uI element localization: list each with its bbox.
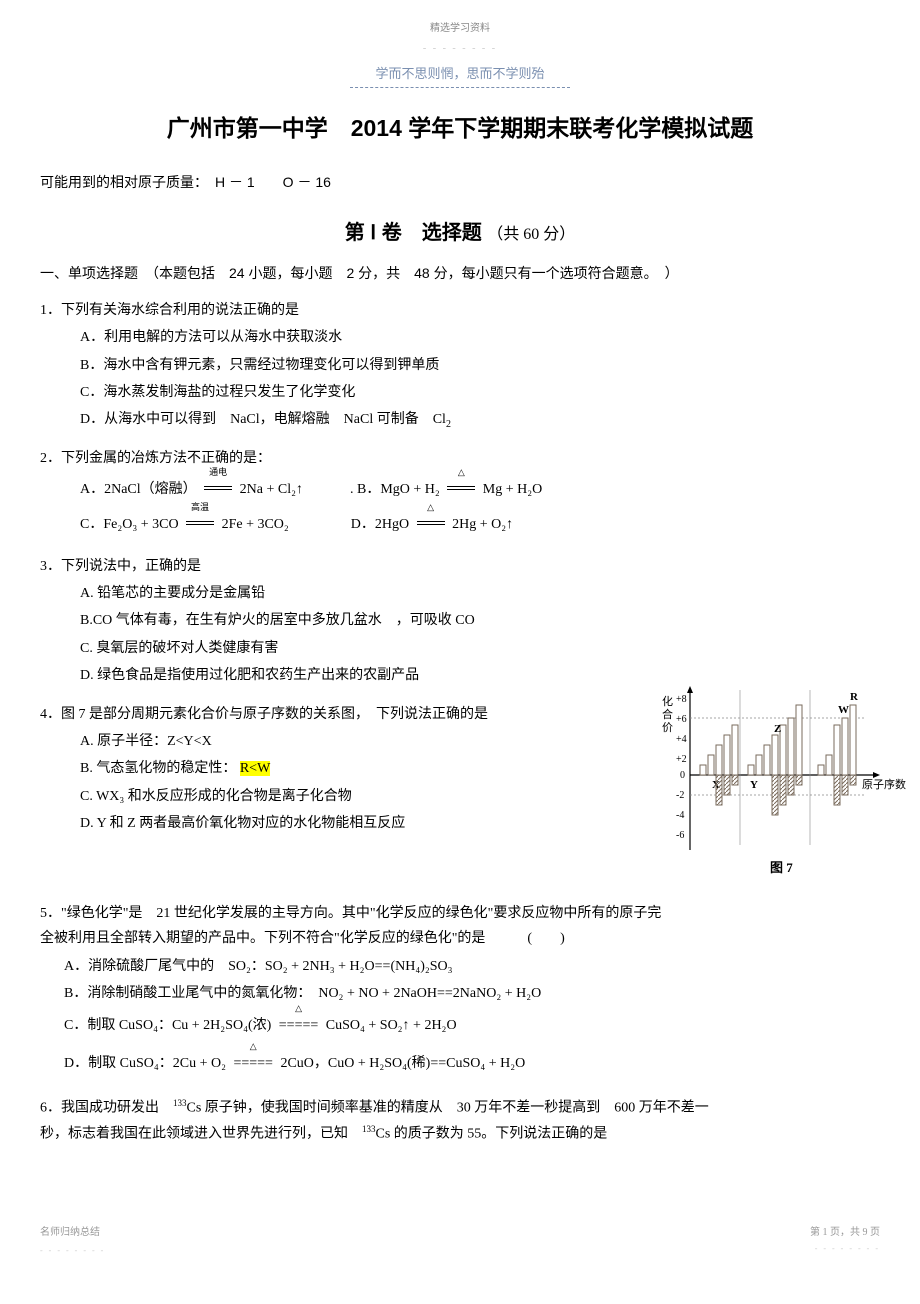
svg-text:+4: +4 xyxy=(676,734,687,745)
motto: 学而不思则惘，思而不学则殆 xyxy=(350,62,570,88)
svg-text:+6: +6 xyxy=(676,714,687,725)
section-1-title: 第 Ⅰ 卷 选择题 （共 60 分） xyxy=(40,215,880,251)
top-dots: - - - - - - - - xyxy=(40,40,880,58)
q5-stem1: 5．"绿色化学"是 21 世纪化学发展的主导方向。其中"化学反应的绿色化"要求反… xyxy=(40,901,880,926)
q3-opt-a: A. 铅笔芯的主要成分是金属铅 xyxy=(80,581,880,606)
question-1: 1．下列有关海水综合利用的说法正确的是 A．利用电解的方法可以从海水中获取淡水 … xyxy=(40,298,880,434)
section-1-main: 第 Ⅰ 卷 选择题 xyxy=(345,222,482,244)
exam-title: 广州市第一中学 2014 学年下学期期末联考化学模拟试题 xyxy=(40,108,880,149)
q3-opt-b: B.CO 气体有毒，在生有炉火的居室中多放几盆水 ，可吸收 CO xyxy=(80,608,880,633)
svg-text:Z: Z xyxy=(774,723,781,735)
q1-opt-a: A．利用电解的方法可以从海水中获取淡水 xyxy=(80,325,880,350)
svg-text:原子序数: 原子序数 xyxy=(862,777,906,791)
q5-opt-b: B．消除制硝酸工业尾气中的氮氧化物： NO₂ + NO + 2NaOH==2Na… xyxy=(64,981,880,1006)
q5-opt-c: C．制取 CuSO₄：Cu + 2H₂SO₄(浓) △===== CuSO₄ +… xyxy=(64,1008,880,1044)
q3-opt-c: C. 臭氧层的破坏对人类健康有害 xyxy=(80,636,880,661)
question-5: 5．"绿色化学"是 21 世纪化学发展的主导方向。其中"化学反应的绿色化"要求反… xyxy=(40,901,880,1083)
svg-text:Y: Y xyxy=(750,779,758,791)
svg-text:价: 价 xyxy=(662,721,673,734)
figure-7: 化 合 价 +8 +6 +4 +2 0 -2 -4 -6 xyxy=(650,680,910,889)
top-label: 精选学习资料 xyxy=(40,20,880,38)
chart-caption: 图 7 xyxy=(770,860,793,875)
q4-highlight: R<W xyxy=(240,761,270,776)
section-1-sub: （共 60 分） xyxy=(487,226,575,243)
q1-opt-d: D．从海水中可以得到 NaCl，电解熔融 NaCl 可制备 Cl2 xyxy=(80,407,880,434)
svg-text:+8: +8 xyxy=(676,694,687,705)
svg-text:W: W xyxy=(838,704,849,716)
question-2: 2．下列金属的冶炼方法不正确的是： A．2NaCl（熔融） 通电 2Na + C… xyxy=(40,446,880,542)
svg-text:0: 0 xyxy=(680,770,685,781)
part1-heading: 一、单项选择题 （本题包括 24 小题，每小题 2 分，共 48 分，每小题只有… xyxy=(40,261,880,286)
svg-text:-4: -4 xyxy=(676,810,684,821)
svg-text:-6: -6 xyxy=(676,830,684,841)
svg-text:+2: +2 xyxy=(676,754,687,765)
svg-text:合: 合 xyxy=(662,707,673,721)
chart-ylabel: 化 xyxy=(662,694,673,708)
footer-left: 名师归纳总结 xyxy=(40,1227,100,1238)
q3-stem: 3．下列说法中，正确的是 xyxy=(40,554,880,579)
atomic-mass-line: 可能用到的相对原子质量： H － 1 O － 16 xyxy=(40,170,880,195)
q2-row2: C．Fe₂O₃ + 3CO 高温 2Fe + 3CO₂ D．2HgO △ 2Hg… xyxy=(80,508,880,542)
q1-opt-b: B．海水中含有钾元素，只需经过物理变化可以得到钾单质 xyxy=(80,353,880,378)
q5-opt-d: D．制取 CuSO₄：2Cu + O₂ △===== 2CuO，CuO + H₂… xyxy=(64,1046,880,1082)
footer-right: 第 1 页，共 9 页 xyxy=(810,1227,880,1238)
q5-stem2: 全被利用且全部转入期望的产品中。下列不符合"化学反应的绿色化"的是 ( ) xyxy=(40,926,880,951)
question-6: 6．我国成功研发出 133Cs 原子钟，使我国时间频率基准的精度从 30 万年不… xyxy=(40,1095,880,1147)
svg-text:-2: -2 xyxy=(676,790,684,801)
svg-text:R: R xyxy=(850,691,859,703)
q1-stem: 1．下列有关海水综合利用的说法正确的是 xyxy=(40,298,880,323)
page-footer: 名师归纳总结 - - - - - - - - 第 1 页，共 9 页 - - -… xyxy=(40,1224,880,1260)
question-3: 3．下列说法中，正确的是 A. 铅笔芯的主要成分是金属铅 B.CO 气体有毒，在… xyxy=(40,554,880,688)
q1-opt-c: C．海水蒸发制海盐的过程只发生了化学变化 xyxy=(80,380,880,405)
q5-opt-a: A．消除硫酸厂尾气中的 SO₂：SO₂ + 2NH₃ + H₂O==(NH₄)₂… xyxy=(64,954,880,979)
